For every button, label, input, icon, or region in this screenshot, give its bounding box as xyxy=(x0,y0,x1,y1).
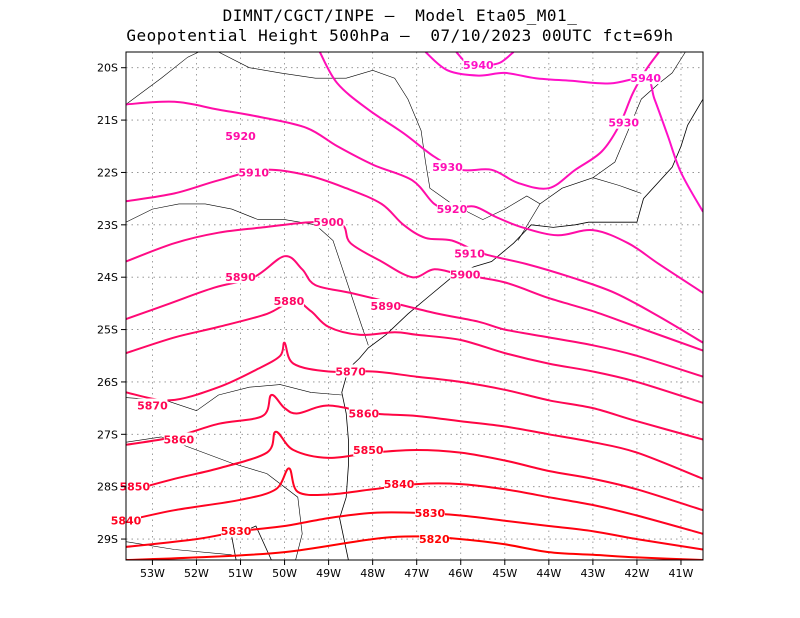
tick-label-lon: 49W xyxy=(316,567,341,580)
contour-label-bg xyxy=(313,215,344,229)
tick-label-lat: 27S xyxy=(97,428,118,441)
contour-label-5840: 5840 xyxy=(384,478,415,491)
contour-label-5820: 5820 xyxy=(419,533,450,546)
state-border xyxy=(218,51,541,241)
contour-label-5900: 5900 xyxy=(450,269,481,282)
contour-line-5930 xyxy=(318,52,660,190)
contour-label-5930: 5930 xyxy=(432,161,463,174)
contour-line-5840 xyxy=(126,467,703,535)
contour-label-bg xyxy=(225,270,256,284)
contour-label-5900: 5900 xyxy=(313,216,344,229)
contour-label-bg xyxy=(221,524,252,538)
map-title-line-1: DIMNT/CGCT/INPE – Model Eta05_M01_ xyxy=(222,6,578,25)
contour-label-bg xyxy=(137,398,168,412)
contour-label-5920: 5920 xyxy=(225,130,256,143)
contour-label-5850: 5850 xyxy=(353,444,384,457)
map-title-line-2: Geopotential Height 500hPa – 07/10/2023 … xyxy=(126,26,674,45)
contour-label-bg xyxy=(630,71,661,85)
state-border xyxy=(592,177,642,194)
contour-label-5940: 5940 xyxy=(463,59,494,72)
state-border xyxy=(125,51,199,105)
contour-line-5900 xyxy=(126,220,703,352)
tick-label-lon: 47W xyxy=(404,567,429,580)
contour-label-5880: 5880 xyxy=(274,295,305,308)
contour-line-5890 xyxy=(126,255,703,378)
tick-label-lat: 24S xyxy=(97,271,118,284)
contour-line-5940 xyxy=(424,52,703,213)
contour-label-5920: 5920 xyxy=(437,203,468,216)
tick-label-lon: 51W xyxy=(228,567,253,580)
contour-label-bg xyxy=(335,364,366,378)
tick-label-lat: 26S xyxy=(97,376,118,389)
contour-label-bg xyxy=(384,477,415,491)
map-frame xyxy=(125,51,704,561)
tick-label-lat: 29S xyxy=(97,533,118,546)
tick-label-lat: 20S xyxy=(97,62,118,75)
tick-label-lon: 43W xyxy=(580,567,605,580)
contour-label-bg xyxy=(608,115,639,129)
contour-label-bg xyxy=(450,267,481,281)
contour-label-bg xyxy=(119,479,150,493)
contour-label-5860: 5860 xyxy=(349,407,380,420)
contour-label-5930: 5930 xyxy=(608,117,639,130)
contour-label-bg xyxy=(273,293,304,307)
contour-label-5830: 5830 xyxy=(221,525,252,538)
contour-line-5850 xyxy=(126,430,703,512)
tick-label-lon: 48W xyxy=(360,567,385,580)
state-border xyxy=(125,541,232,556)
contour-label-5870: 5870 xyxy=(137,400,168,413)
contour-label-bg xyxy=(454,246,485,260)
contour-label-bg xyxy=(348,406,379,420)
contour-label-5850: 5850 xyxy=(119,481,150,494)
tick-label-lon: 46W xyxy=(448,567,473,580)
contour-label-bg xyxy=(436,202,467,216)
contour-line-5910 xyxy=(126,168,703,344)
state-border xyxy=(125,384,342,412)
contour-label-5890: 5890 xyxy=(225,271,256,284)
tick-label-lon: 50W xyxy=(272,567,297,580)
tick-label-lat: 22S xyxy=(97,166,118,179)
contour-label-bg xyxy=(432,160,463,174)
tick-label-lon: 44W xyxy=(536,567,561,580)
tick-label-lon: 52W xyxy=(184,567,209,580)
contour-label-5910: 5910 xyxy=(454,248,485,261)
contour-label-5870: 5870 xyxy=(335,365,366,378)
contour-line-5820 xyxy=(126,535,703,560)
state-border xyxy=(539,51,686,205)
tick-label-lat: 21S xyxy=(97,114,118,127)
contour-label-bg xyxy=(463,58,494,72)
contour-line-5880 xyxy=(126,299,703,404)
contour-label-bg xyxy=(414,505,445,519)
contour-label-bg xyxy=(238,165,269,179)
contour-label-bg xyxy=(163,432,194,446)
tick-label-lon: 53W xyxy=(140,567,165,580)
contour-label-bg xyxy=(370,299,401,312)
contour-line-5860 xyxy=(126,393,703,480)
tick-label-lat: 25S xyxy=(97,324,118,337)
contour-label-5830: 5830 xyxy=(415,507,446,520)
contour-label-bg xyxy=(353,443,384,457)
tick-label-lon: 45W xyxy=(492,567,517,580)
contour-label-5890: 5890 xyxy=(371,300,402,313)
contour-label-5940: 5940 xyxy=(630,72,661,85)
tick-label-lon: 42W xyxy=(624,567,649,580)
contour-label-bg xyxy=(419,532,450,546)
tick-label-lat: 28S xyxy=(97,481,118,494)
contour-labels: 5820583058305840584058505850586058605870… xyxy=(111,58,661,546)
contour-label-5910: 5910 xyxy=(238,166,269,179)
tick-label-lon: 41W xyxy=(669,567,694,580)
contour-label-5860: 5860 xyxy=(164,434,195,447)
axis-ticks: 53W 52W 51W 50W 49W 48W 47W 46W 45W 44W 43W 42W 41W 2… xyxy=(97,62,694,580)
contour-label-bg xyxy=(225,128,256,142)
tick-label-lat: 23S xyxy=(97,219,118,232)
